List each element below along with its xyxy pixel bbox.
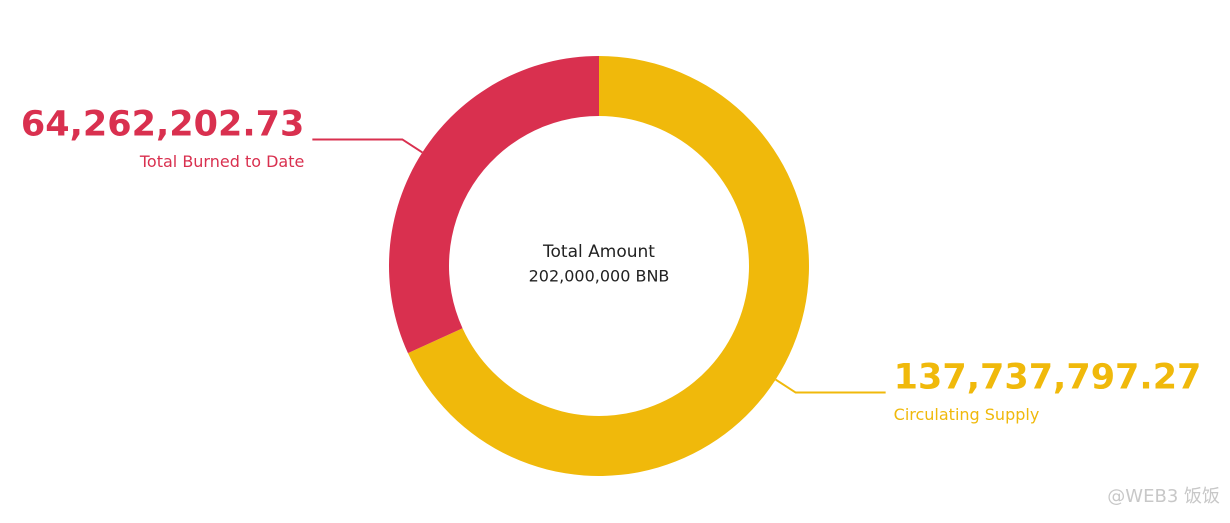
leader-line xyxy=(775,378,886,394)
category-label: Circulating Supply xyxy=(894,405,1040,424)
value-label: 64,262,202.73 xyxy=(21,104,304,144)
center-title: Total Amount xyxy=(542,242,655,262)
center-subtitle: 202,000,000 BNB xyxy=(529,267,670,286)
leader-line xyxy=(312,138,423,154)
donut-segment xyxy=(407,56,810,477)
category-label: Total Burned to Date xyxy=(139,152,304,171)
watermark: @WEB3 饭饭 xyxy=(1107,486,1220,507)
donut-segment xyxy=(388,56,599,354)
value-label: 137,737,797.27 xyxy=(894,358,1202,398)
